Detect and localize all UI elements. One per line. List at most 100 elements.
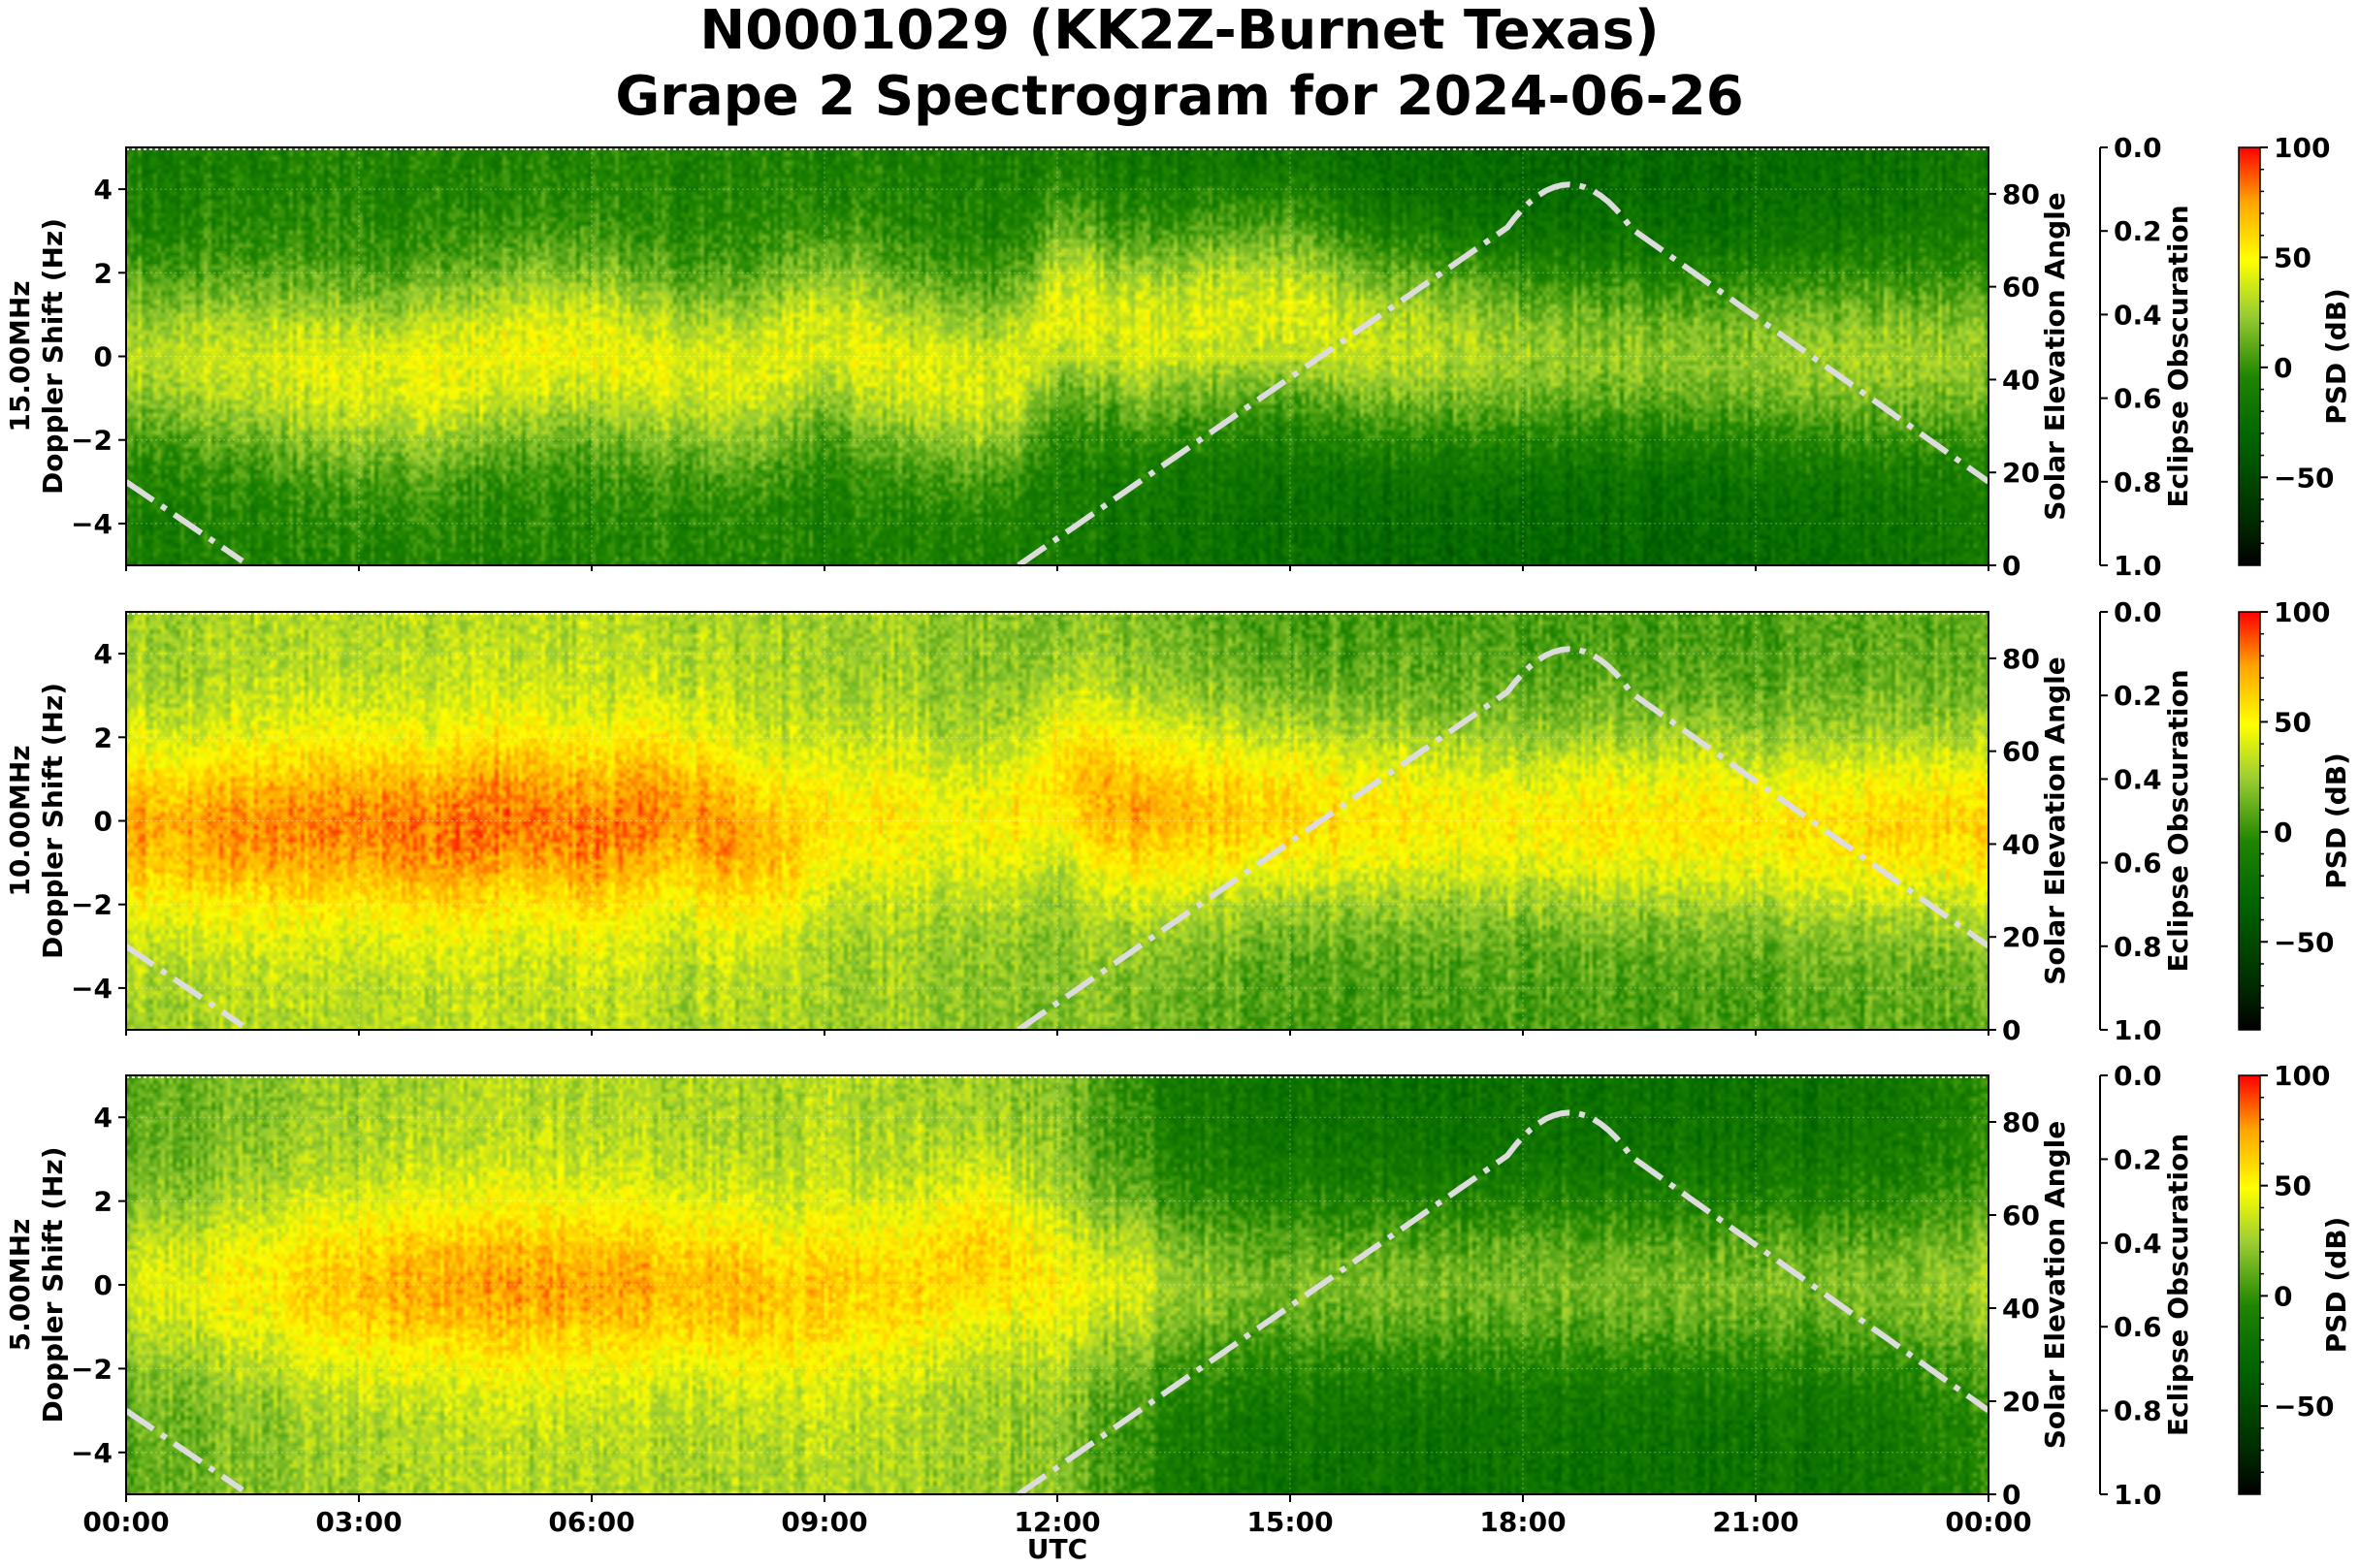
eclipse-tick-label: 0.4 <box>2114 763 2162 795</box>
colorbar-tick-label: −50 <box>2274 1391 2334 1423</box>
x-tick-label: 00:00 <box>1945 1506 2031 1538</box>
right-axis-label: Solar Elevation Angle <box>2039 656 2071 984</box>
y-axis-label: Doppler Shift (Hz) <box>37 1146 69 1423</box>
frequency-label: 10.00MHz <box>4 745 36 896</box>
x-axis-label: UTC <box>1027 1533 1087 1564</box>
eclipse-tick-label: 1.0 <box>2114 1479 2162 1511</box>
colorbar <box>2238 1074 2261 1495</box>
colorbar-tick-label: 100 <box>2274 132 2330 164</box>
x-tick-label: 18:00 <box>1479 1506 1566 1538</box>
eclipse-tick-label: 1.0 <box>2114 1014 2162 1046</box>
y-tick-label: −2 <box>71 425 113 457</box>
y-tick-label: −4 <box>71 1437 113 1469</box>
right-tick-label: 40 <box>2002 364 2040 396</box>
panel-5.00MHz: 420−2−45.00MHz Doppler Shift (Hz)80604020… <box>4 1060 2352 1511</box>
colorbar <box>2238 611 2261 1031</box>
colorbar-tick-label: 100 <box>2274 596 2330 628</box>
colorbar-label: PSD (dB) <box>2320 1217 2352 1354</box>
eclipse-tick-label: 1.0 <box>2114 550 2162 582</box>
eclipse-tick-label: 0.6 <box>2114 383 2162 415</box>
right-tick-label: 20 <box>2002 457 2040 489</box>
solar-elevation-line <box>1017 181 1990 568</box>
eclipse-tick-label: 0.8 <box>2114 466 2162 498</box>
panel-10.00MHz: 420−2−410.00MHz Doppler Shift (Hz)8060402… <box>4 596 2352 1046</box>
right-tick-label: 40 <box>2002 1293 2040 1325</box>
right-tick-label: 80 <box>2002 1106 2040 1138</box>
x-axis: 00:00 03:00 06:00 09:00 12:00 15:00 18:00 21:00… <box>82 565 2032 1538</box>
y-tick-label: 2 <box>94 1186 113 1218</box>
title-line-2: Grape 2 Spectrogram for 2024-06-26 <box>615 65 1743 128</box>
right-tick-label: 20 <box>2002 1386 2040 1418</box>
spectrogram-heatmap <box>126 147 1988 565</box>
colorbar-label: PSD (dB) <box>2320 288 2352 425</box>
eclipse-tick-label: 0.2 <box>2114 1143 2162 1175</box>
colorbar-tick-label: 50 <box>2274 1170 2312 1202</box>
right-tick-label: 20 <box>2002 921 2040 953</box>
right-axis-label: Solar Elevation Angle <box>2039 192 2071 520</box>
colorbar-tick-label: 100 <box>2274 1060 2330 1092</box>
solar-elevation-line <box>124 1408 244 1493</box>
x-tick-label: 21:00 <box>1712 1506 1798 1538</box>
eclipse-tick-label: 0.0 <box>2114 132 2162 164</box>
y-tick-label: −4 <box>71 973 113 1005</box>
colorbar-tick-label: 0 <box>2274 352 2292 384</box>
y-axis-label: Doppler Shift (Hz) <box>37 218 69 495</box>
right-tick-label: 0 <box>2002 1014 2021 1046</box>
frequency-label: 5.00MHz <box>4 1219 36 1352</box>
eclipse-axis-label: Eclipse Obscuration <box>2162 205 2194 507</box>
x-tick-label: 00:00 <box>82 1506 169 1538</box>
y-tick-label: 4 <box>94 638 113 670</box>
solar-elevation-line <box>124 944 244 1029</box>
y-axis-label: Doppler Shift (Hz) <box>37 683 69 959</box>
right-tick-label: 80 <box>2002 643 2040 675</box>
colorbar-tick-label: 0 <box>2274 1280 2292 1312</box>
y-tick-label: 0 <box>94 1269 113 1301</box>
eclipse-tick-label: 0.2 <box>2114 215 2162 247</box>
eclipse-tick-label: 0.0 <box>2114 596 2162 628</box>
spectrogram-heatmap <box>126 1075 1988 1494</box>
eclipse-tick-label: 0.6 <box>2114 848 2162 880</box>
x-tick-label: 15:00 <box>1246 1506 1333 1538</box>
eclipse-axis-label: Eclipse Obscuration <box>2162 1134 2194 1436</box>
right-tick-label: 80 <box>2002 178 2040 210</box>
right-tick-label: 0 <box>2002 1479 2021 1511</box>
frequency-label: 15.00MHz <box>4 280 36 432</box>
eclipse-tick-label: 0.0 <box>2114 1060 2162 1092</box>
y-tick-label: −2 <box>71 1353 113 1385</box>
eclipse-tick-label: 0.8 <box>2114 931 2162 963</box>
right-tick-label: 60 <box>2002 272 2040 304</box>
right-tick-label: 40 <box>2002 828 2040 860</box>
eclipse-tick-label: 0.4 <box>2114 1228 2162 1260</box>
x-tick-label: 06:00 <box>548 1506 634 1538</box>
y-tick-label: 4 <box>94 174 113 206</box>
colorbar-tick-label: 0 <box>2274 816 2292 848</box>
right-tick-label: 0 <box>2002 550 2021 582</box>
solar-elevation-line <box>1017 646 1990 1033</box>
colorbar-tick-label: −50 <box>2274 926 2334 958</box>
title-line-1: N0001029 (KK2Z-Burnet Texas) <box>699 0 1659 62</box>
eclipse-tick-label: 0.4 <box>2114 299 2162 331</box>
y-tick-label: 2 <box>94 721 113 753</box>
eclipse-tick-label: 0.8 <box>2114 1395 2162 1427</box>
solar-elevation-line <box>124 479 244 564</box>
colorbar-tick-label: −50 <box>2274 462 2334 494</box>
y-tick-label: 0 <box>94 806 113 838</box>
y-tick-label: −2 <box>71 889 113 921</box>
spectrogram-heatmap <box>126 612 1988 1030</box>
eclipse-tick-label: 0.6 <box>2114 1311 2162 1343</box>
y-tick-label: 0 <box>94 341 113 373</box>
colorbar-label: PSD (dB) <box>2320 752 2352 889</box>
colorbar <box>2238 146 2261 566</box>
panels-group: 420−2−415.00MHz Doppler Shift (Hz)8060402… <box>4 132 2352 1511</box>
y-tick-label: 4 <box>94 1102 113 1134</box>
x-tick-label: 12:00 <box>1014 1506 1100 1538</box>
colorbar-tick-label: 50 <box>2274 706 2312 738</box>
eclipse-axis-label: Eclipse Obscuration <box>2162 669 2194 972</box>
right-axis-label: Solar Elevation Angle <box>2039 1121 2071 1449</box>
eclipse-tick-label: 0.2 <box>2114 680 2162 712</box>
y-tick-label: −4 <box>71 508 113 540</box>
x-tick-label: 09:00 <box>781 1506 867 1538</box>
colorbar-tick-label: 50 <box>2274 241 2312 273</box>
